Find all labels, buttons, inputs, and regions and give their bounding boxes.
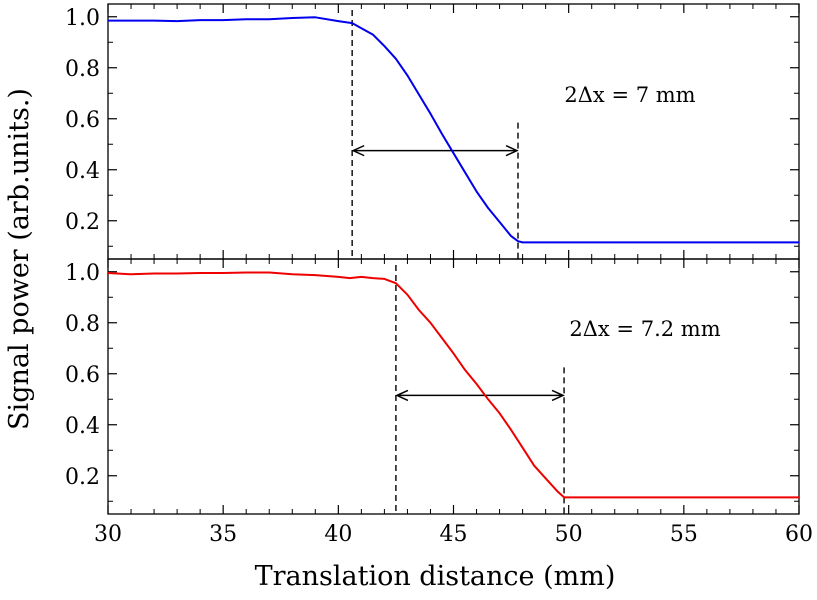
bottom-arrow-head-right [551,389,565,402]
bottom-ytick-label: 1.0 [65,261,100,286]
top-ytick-label: 0.6 [65,108,100,133]
top-series [108,16,799,244]
bottom-ytick-label: 0.4 [65,414,100,439]
x-tick-label: 35 [209,522,237,547]
bottom-marker-lines [395,265,565,514]
x-tick-label: 30 [94,522,122,547]
bottom-arrow-head-left [395,389,409,402]
top-ytick-label: 1.0 [65,6,100,31]
x-axis-title: Translation distance (mm) [255,561,616,592]
top-panel: 0.2 0.4 0.6 0.8 1.0 2Δx = 7 mm [65,3,800,260]
bottom-annotation: 2Δx = 7.2 mm [569,317,720,341]
top-arrow-head-right [505,144,519,157]
x-tick-label: 55 [670,522,698,547]
top-signal-line [108,16,799,244]
x-tick-label: 50 [555,522,583,547]
bottom-arrow [395,389,565,402]
bottom-ytick-label: 0.6 [65,363,100,388]
bottom-series [107,271,799,499]
bottom-signal-line [107,271,799,499]
bottom-ytick-label: 0.2 [65,465,100,490]
bottom-panel-frame [107,258,800,515]
top-ytick-label: 0.2 [65,210,100,235]
top-arrow [351,144,519,157]
x-tick-label: 60 [785,522,813,547]
bottom-panel: 0.2 0.4 0.6 0.8 1.0 2Δx = 7.2 mm [65,258,800,515]
bottom-ticks: 0.2 0.4 0.6 0.8 1.0 [65,259,800,514]
y-axis-title: Signal power (arb.units.) [4,88,35,430]
bottom-ytick-label: 0.8 [65,312,100,337]
x-tick-labels: 30 35 40 45 50 55 60 [94,522,813,547]
x-tick-label: 40 [324,522,352,547]
top-panel-frame [107,3,800,260]
top-ytick-label: 0.8 [65,57,100,82]
top-arrow-head-left [351,144,365,157]
x-tick-label: 45 [440,522,468,547]
top-ticks: 0.2 0.4 0.6 0.8 1.0 [65,4,800,259]
top-annotation: 2Δx = 7 mm [564,83,695,107]
top-marker-lines [351,10,519,259]
top-ytick-label: 0.4 [65,159,100,184]
